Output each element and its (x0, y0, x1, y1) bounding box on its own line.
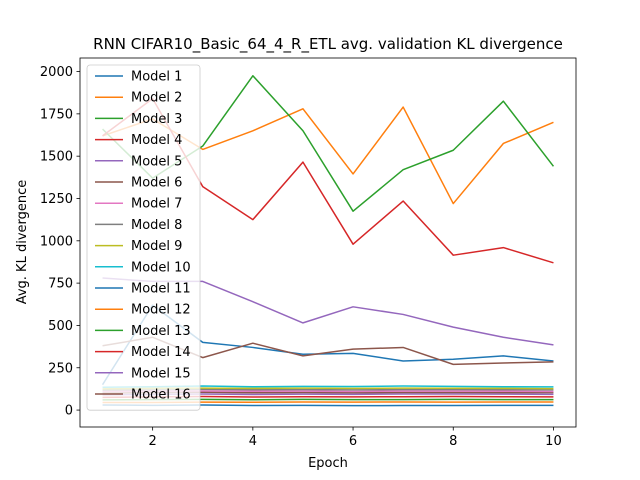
legend-label: Model 12 (131, 303, 191, 318)
legend-label: Model 10 (131, 260, 191, 275)
legend-box (86, 64, 201, 411)
y-tick-label: 250 (48, 361, 73, 376)
x-axis-label: Epoch (308, 456, 348, 471)
x-tick-label: 2 (149, 434, 157, 449)
chart-title: RNN CIFAR10_Basic_64_4_R_ETL avg. valida… (93, 35, 563, 54)
y-tick-label: 750 (48, 277, 73, 292)
y-tick-label: 1000 (40, 234, 73, 249)
legend-label: Model 16 (131, 388, 191, 403)
legend-label: Model 13 (131, 324, 191, 339)
y-axis-label: Avg. KL divergence (15, 180, 30, 305)
y-tick-label: 1750 (40, 107, 73, 122)
legend: Model 1 Model 2 Model 3 Model 4 Model 5 Model… (86, 64, 201, 411)
legend-label: Model 15 (131, 366, 191, 381)
legend-label: Model 3 (131, 112, 182, 127)
y-tick-label: 1500 (40, 150, 73, 165)
x-tick-label: 10 (545, 434, 562, 449)
legend-label: Model 7 (131, 197, 182, 212)
legend-label: Model 5 (131, 154, 182, 169)
x-tick-label: 8 (449, 434, 457, 449)
legend-label: Model 4 (131, 133, 182, 148)
legend-label: Model 6 (131, 176, 182, 191)
legend-label: Model 11 (131, 282, 191, 297)
y-tick-label: 500 (48, 319, 73, 334)
axes-frame (79, 57, 577, 428)
y-tick-label: 1250 (40, 192, 73, 207)
legend-label: Model 8 (131, 218, 182, 233)
legend-label: Model 1 (131, 70, 182, 85)
legend-label: Model 2 (131, 91, 182, 106)
y-tick-label: 0 (65, 404, 73, 419)
legend-label: Model 9 (131, 239, 182, 254)
axes: 2 4 6 8 10 0 250 500 750 1000 1250 1500 1750 2000 (40, 57, 577, 449)
x-tick-label: 6 (349, 434, 357, 449)
x-tick-label: 4 (249, 434, 257, 449)
y-tick-label: 2000 (40, 65, 73, 80)
legend-label: Model 14 (131, 345, 191, 360)
